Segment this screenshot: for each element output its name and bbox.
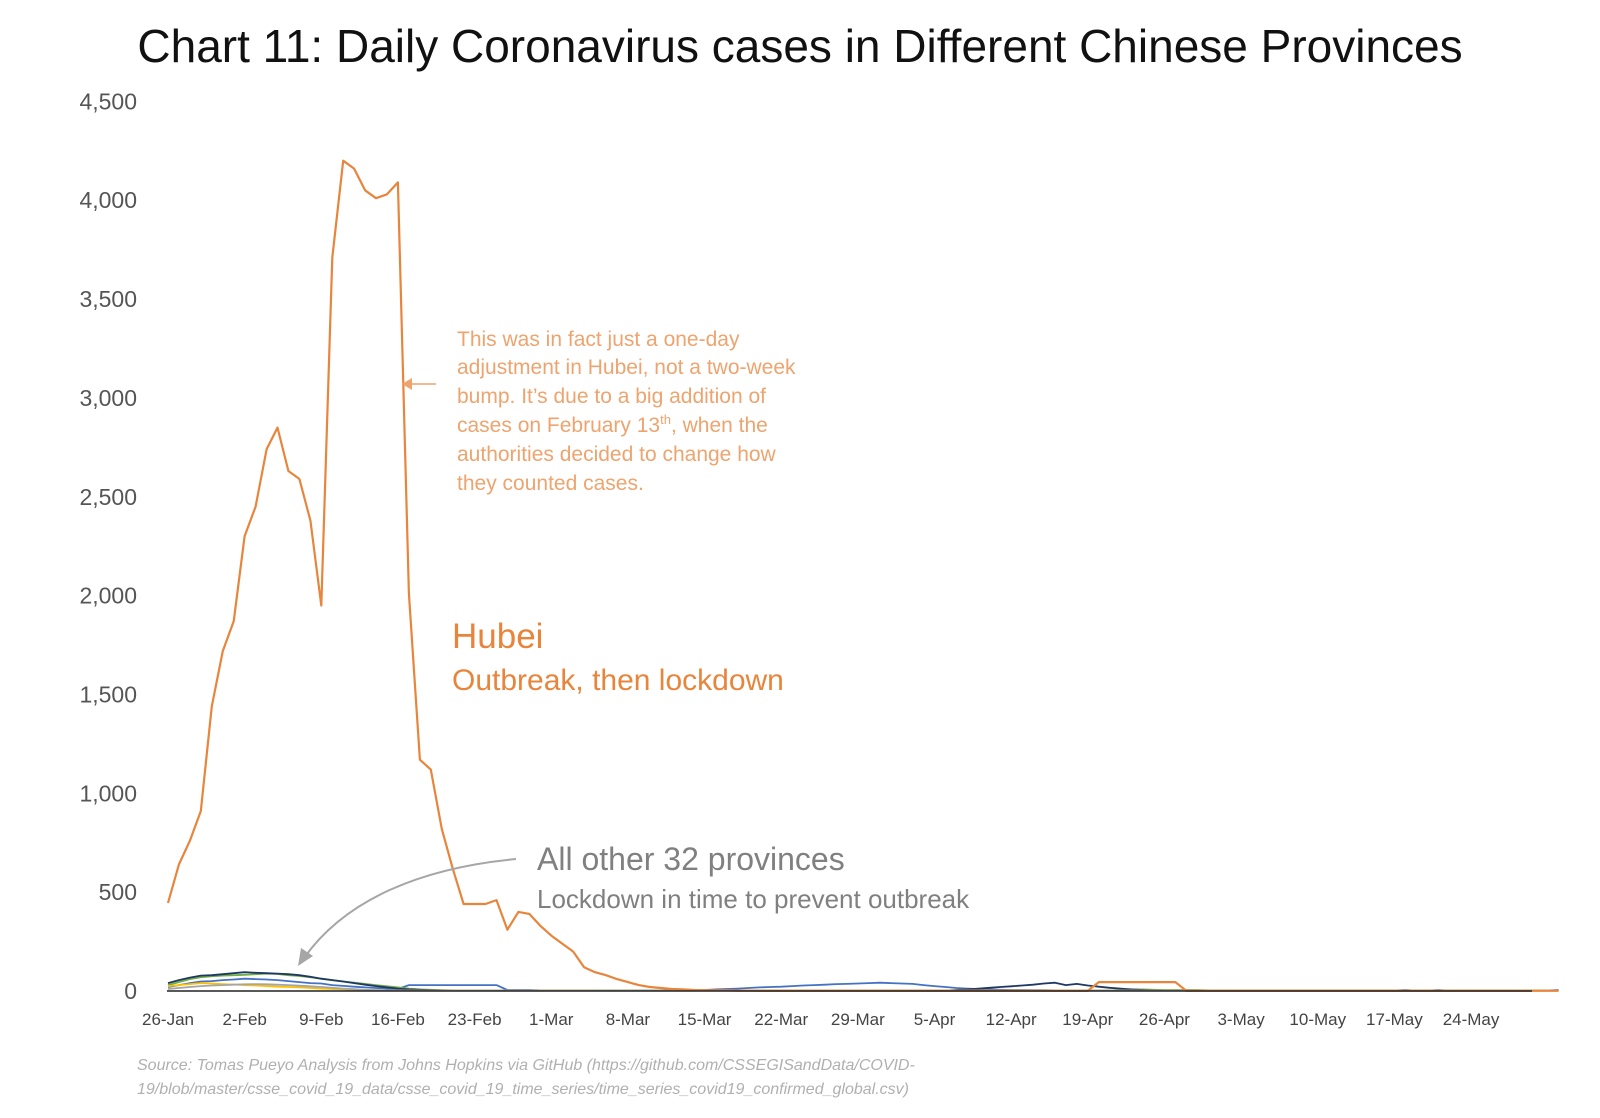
x-tick-label: 3-May xyxy=(1217,1010,1265,1029)
x-axis-ticks: 26-Jan 2-Feb 9-Feb 16-Feb 23-Feb 1-Mar 8-Mar 15… xyxy=(142,1010,1500,1029)
note-line-4: cases on February 13th, when the xyxy=(457,412,768,437)
x-tick-label: 5-Apr xyxy=(914,1010,956,1029)
adjustment-note: This was in fact just a one-day adjustme… xyxy=(402,328,796,495)
others-label: All other 32 provinces Lockdown in time … xyxy=(298,841,970,966)
x-tick-label: 8-Mar xyxy=(606,1010,651,1029)
x-tick-label: 1-Mar xyxy=(529,1010,574,1029)
x-tick-label: 9-Feb xyxy=(299,1010,343,1029)
note-line-6: they counted cases. xyxy=(457,472,644,495)
y-tick-label: 500 xyxy=(99,879,137,905)
note-line-3: bump. It’s due to a big addition of xyxy=(457,385,766,408)
others-description: Lockdown in time to prevent outbreak xyxy=(537,884,970,914)
source-line-2: 19/blob/master/csse_covid_19_data/csse_c… xyxy=(137,1081,909,1098)
hubei-description: Outbreak, then lockdown xyxy=(452,664,784,697)
x-tick-label: 29-Mar xyxy=(831,1010,885,1029)
x-tick-label: 10-May xyxy=(1289,1010,1346,1029)
note-line-2: adjustment in Hubei, not a two-week xyxy=(457,356,796,379)
series-lines xyxy=(166,159,1559,992)
y-tick-label: 1,000 xyxy=(79,780,137,806)
x-tick-label: 12-Apr xyxy=(986,1010,1037,1029)
note-line-4-sup: th xyxy=(660,412,671,427)
note-line-4-main: cases on February 13 xyxy=(457,414,660,437)
x-tick-label: 15-Mar xyxy=(678,1010,732,1029)
y-tick-label: 3,500 xyxy=(79,286,137,312)
hubei-name: Hubei xyxy=(452,617,543,656)
x-tick-label: 24-May xyxy=(1443,1010,1500,1029)
chart-title: Chart 11: Daily Coronavirus cases in Dif… xyxy=(137,20,1462,72)
note-arrow-head xyxy=(402,378,412,390)
others-arrow-curve xyxy=(303,858,517,959)
note-line-4-rest: , when the xyxy=(671,414,768,437)
y-tick-label: 3,000 xyxy=(79,385,137,411)
y-tick-label: 1,500 xyxy=(79,681,137,707)
x-tick-label: 23-Feb xyxy=(448,1010,502,1029)
y-tick-label: 2,500 xyxy=(79,484,137,510)
hubei-series-line xyxy=(166,159,1559,992)
source-line-1: Source: Tomas Pueyo Analysis from Johns … xyxy=(137,1057,915,1074)
y-tick-label: 2,000 xyxy=(79,583,137,609)
y-tick-label: 0 xyxy=(124,978,137,1004)
note-line-5: authorities decided to change how xyxy=(457,443,777,466)
note-line-1: This was in fact just a one-day xyxy=(457,328,740,351)
hubei-label: Hubei Outbreak, then lockdown xyxy=(452,617,784,697)
y-tick-label: 4,500 xyxy=(79,88,137,114)
others-arrow-head xyxy=(298,948,313,966)
x-tick-label: 2-Feb xyxy=(222,1010,266,1029)
x-tick-label: 26-Jan xyxy=(142,1010,194,1029)
y-axis-ticks: 0 500 1,000 1,500 2,000 2,500 3,000 3,500 4,000 4… xyxy=(79,88,137,1004)
x-tick-label: 26-Apr xyxy=(1139,1010,1190,1029)
x-tick-label: 22-Mar xyxy=(754,1010,808,1029)
x-tick-label: 19-Apr xyxy=(1062,1010,1113,1029)
y-tick-label: 4,000 xyxy=(79,187,137,213)
x-tick-label: 16-Feb xyxy=(371,1010,425,1029)
x-tick-label: 17-May xyxy=(1366,1010,1423,1029)
others-name: All other 32 provinces xyxy=(537,841,845,877)
